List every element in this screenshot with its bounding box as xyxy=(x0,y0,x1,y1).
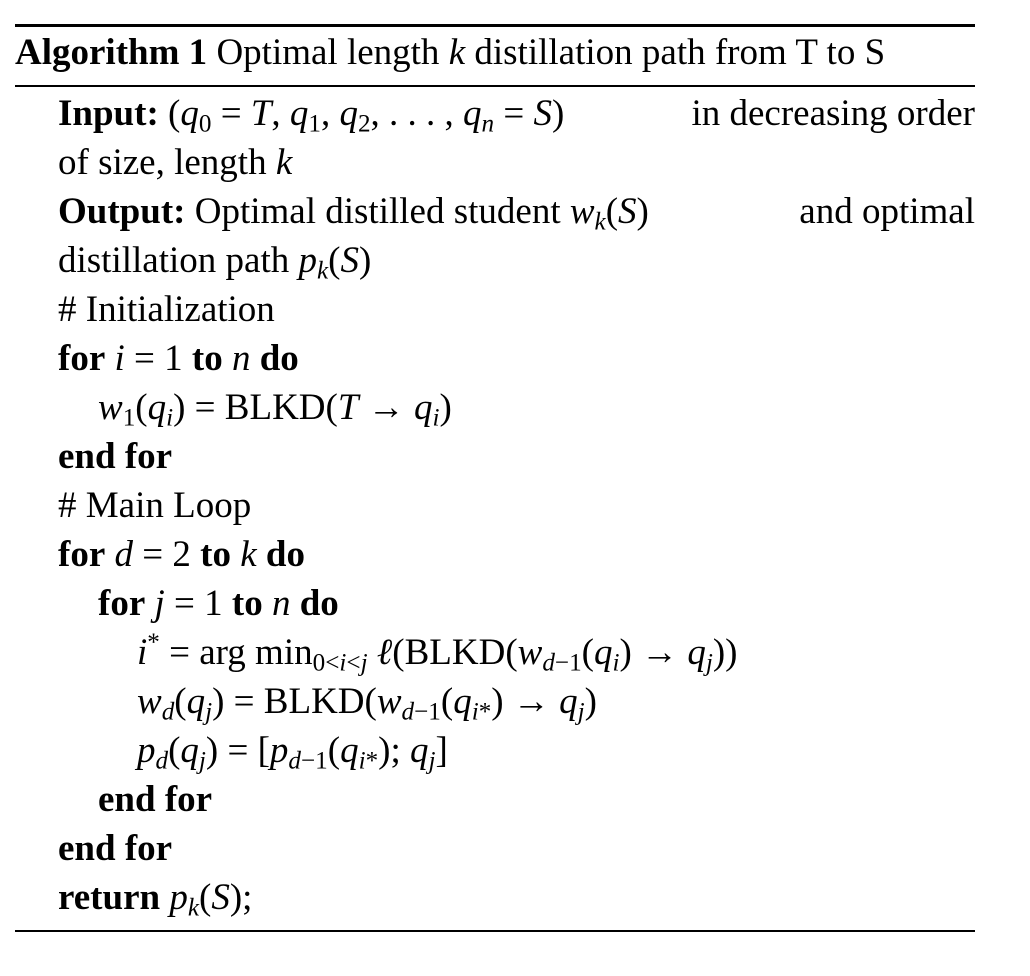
for-loop-j: for j = 1 to n do xyxy=(98,583,339,624)
input-line-2: of size, length k xyxy=(58,142,293,183)
input-tail: in decreasing order xyxy=(691,93,975,134)
algorithm-label: Algorithm 1 xyxy=(15,32,208,73)
output-pre: Optimal distilled student xyxy=(194,191,561,232)
output-path: pk(S) xyxy=(298,240,372,285)
output-student: wk(S) xyxy=(569,191,649,236)
end-for-1: end for xyxy=(58,436,173,477)
end-for-3: end for xyxy=(58,828,173,869)
update-p-statement: pd(qj) = [pd−1(qi*); qj] xyxy=(137,730,448,775)
output-mid: and optimal xyxy=(799,191,975,232)
top-rule xyxy=(15,24,975,27)
for-loop-d: for d = 2 to k do xyxy=(58,534,305,575)
for-loop-i: for i = 1 to n do xyxy=(58,338,299,379)
input-line: Input: (q0 = T, q1, q2, . . . , qn = S) … xyxy=(15,89,975,138)
output-line-2: distillation path pk(S) xyxy=(58,240,372,285)
algorithm-block: Algorithm 1 Optimal length k distillatio… xyxy=(15,24,975,932)
argmin-statement: i* = arg min0<i<j ℓ(BLKD(wd−1(qi) → qj)) xyxy=(137,629,738,677)
output-label: Output: xyxy=(58,191,186,232)
bottom-rule xyxy=(15,930,975,932)
input-label: Input: xyxy=(58,93,159,134)
algorithm-title-post: distillation path from T to S xyxy=(474,32,886,73)
algorithm-title-pre: Optimal length xyxy=(216,32,440,73)
algorithm-caption: Algorithm 1 Optimal length k distillatio… xyxy=(15,31,975,75)
input-tuple: (q0 = T, q1, q2, . . . , qn = S) xyxy=(168,93,565,138)
algorithm-title-var: k xyxy=(448,32,466,73)
comment-init: # Initialization xyxy=(58,289,275,330)
update-w-statement: wd(qj) = BLKD(wd−1(qi*) → qj) xyxy=(137,681,597,726)
comment-main: # Main Loop xyxy=(58,485,252,526)
caption-rule xyxy=(15,85,975,87)
algorithm-body: Input: (q0 = T, q1, q2, . . . , qn = S) … xyxy=(15,89,975,922)
end-for-2: end for xyxy=(98,779,213,820)
init-statement: w1(qi) = BLKD(T → qi) xyxy=(98,387,452,432)
return-statement: return pk(S); xyxy=(58,877,253,922)
output-line: Output: Optimal distilled student wk(S) … xyxy=(15,187,975,236)
